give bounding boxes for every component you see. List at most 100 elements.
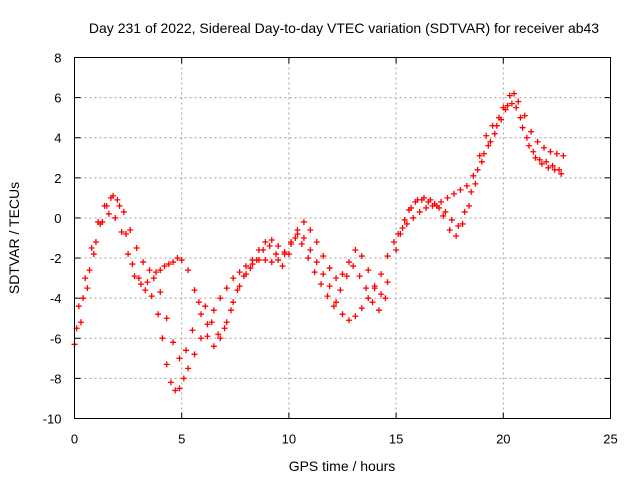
data-point	[440, 212, 447, 219]
data-point	[365, 267, 372, 274]
data-point	[155, 311, 162, 318]
data-point	[337, 287, 344, 294]
data-point	[167, 379, 174, 386]
data-point	[489, 122, 496, 129]
data-point	[461, 208, 468, 215]
data-point	[446, 226, 453, 233]
data-point	[118, 228, 125, 235]
y-tick-label: -8	[50, 371, 62, 386]
x-tick-label: 10	[282, 432, 296, 447]
data-point	[476, 152, 483, 159]
data-point	[204, 321, 211, 328]
data-point	[420, 194, 427, 201]
data-point	[521, 112, 528, 119]
x-axis-label: GPS time / hours	[289, 458, 396, 474]
data-point	[410, 214, 417, 221]
data-point	[146, 267, 153, 274]
data-point	[538, 160, 545, 167]
data-point	[534, 138, 541, 145]
data-point	[330, 303, 337, 310]
y-tick-label: 4	[54, 131, 61, 146]
data-point	[210, 343, 217, 350]
data-point	[236, 269, 243, 276]
data-point	[517, 114, 524, 121]
data-point	[285, 251, 292, 258]
data-point	[339, 271, 346, 278]
data-point	[371, 283, 378, 290]
data-point	[457, 186, 464, 193]
data-point	[350, 263, 357, 270]
data-point	[523, 134, 530, 141]
data-point	[80, 295, 87, 302]
data-point	[506, 92, 513, 99]
data-point	[300, 235, 307, 241]
data-point	[268, 259, 275, 266]
data-point	[403, 220, 410, 227]
data-point	[163, 361, 170, 368]
data-point	[217, 335, 224, 342]
data-point	[470, 172, 477, 179]
data-point	[545, 164, 552, 171]
data-point	[536, 156, 543, 163]
y-tick-label: -6	[50, 331, 62, 346]
data-point	[401, 216, 408, 223]
data-point	[82, 275, 89, 282]
data-point	[399, 224, 406, 231]
data-point	[159, 335, 166, 342]
data-point	[137, 281, 144, 288]
data-point	[532, 154, 539, 161]
y-tick-label: 2	[54, 171, 61, 186]
data-point	[313, 259, 320, 266]
x-tick-label: 0	[71, 432, 78, 447]
data-point	[395, 230, 402, 237]
data-point	[182, 347, 189, 354]
data-point	[465, 202, 472, 209]
y-axis-label: SDTVAR / TECUs	[6, 182, 22, 294]
data-points	[71, 90, 567, 394]
data-point	[172, 387, 179, 394]
data-point	[384, 279, 391, 286]
data-point	[262, 239, 269, 246]
data-point	[275, 243, 282, 250]
data-point	[442, 208, 449, 215]
data-point	[369, 299, 376, 306]
data-point	[408, 204, 415, 211]
data-point	[273, 251, 280, 258]
data-point	[526, 142, 533, 149]
series-track-c	[73, 90, 563, 362]
data-point	[519, 124, 526, 131]
data-point	[463, 182, 470, 189]
y-tick-label: 6	[54, 91, 61, 106]
data-point	[152, 269, 159, 276]
data-point	[262, 257, 269, 264]
data-point	[127, 226, 134, 233]
data-point	[483, 132, 490, 139]
data-point	[472, 180, 479, 187]
data-point	[543, 158, 550, 165]
data-point	[150, 275, 157, 282]
data-point	[455, 222, 462, 229]
x-tick-label: 25	[603, 432, 617, 447]
data-point	[230, 275, 237, 282]
data-point	[558, 170, 565, 177]
data-point	[157, 289, 164, 296]
axis-ticks	[74, 57, 611, 419]
data-point	[352, 247, 359, 254]
data-point	[324, 293, 331, 300]
y-tick-label: 8	[54, 51, 61, 66]
data-point	[191, 287, 198, 294]
data-point	[511, 90, 518, 97]
data-point	[390, 239, 397, 246]
data-point	[433, 202, 440, 209]
data-point	[208, 319, 215, 326]
data-point	[170, 259, 177, 266]
y-tick-label: -4	[50, 291, 62, 306]
data-point	[122, 230, 129, 237]
data-point	[541, 144, 548, 151]
data-point	[243, 263, 250, 270]
data-point	[140, 259, 147, 266]
data-point	[459, 220, 466, 227]
data-point	[178, 257, 185, 264]
data-point	[107, 194, 114, 201]
